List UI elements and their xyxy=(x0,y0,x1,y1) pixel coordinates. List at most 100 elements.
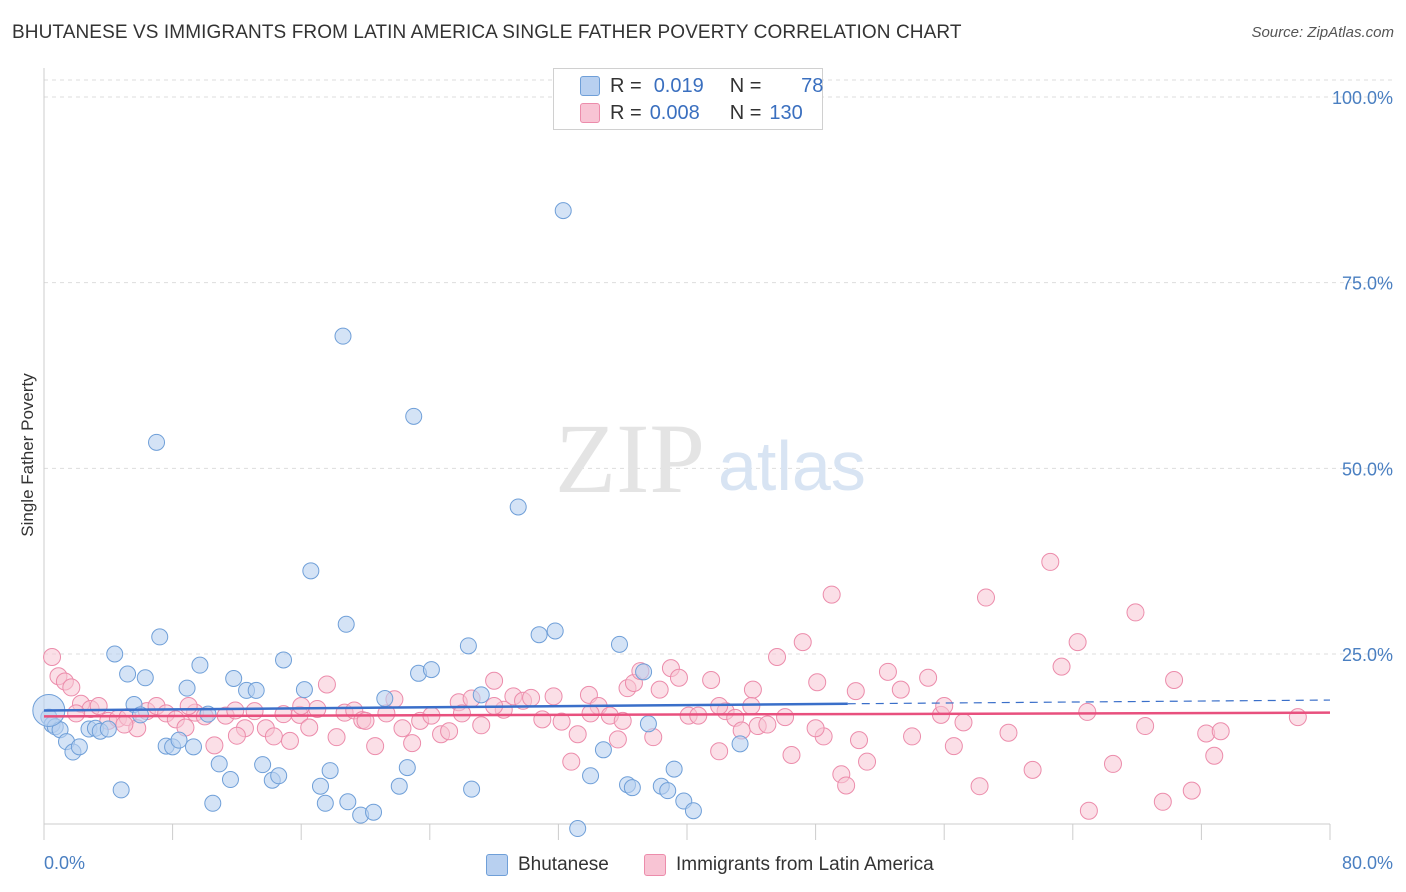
data-point-bhutanese xyxy=(365,803,383,821)
tick-labels: 25.0% 50.0% 75.0% 100.0% 0.0% 80.0% xyxy=(44,88,1393,873)
data-point-latin-america xyxy=(264,727,283,746)
watermark: ZIP atlas xyxy=(555,403,866,514)
legend-swatch-blue xyxy=(580,76,600,96)
data-point-latin-america xyxy=(768,647,787,666)
data-point-bhutanese xyxy=(569,820,587,838)
data-point-latin-america xyxy=(743,680,762,699)
data-point-latin-america xyxy=(954,713,973,732)
bottom-legend-label: Bhutanese xyxy=(518,854,609,875)
data-point-bhutanese xyxy=(472,686,490,704)
data-point-bhutanese xyxy=(275,651,293,669)
bottom-legend-bhutanese: Bhutanese xyxy=(486,852,609,878)
data-point-bhutanese xyxy=(295,681,313,699)
data-point-latin-america xyxy=(793,633,812,652)
data-point-latin-america xyxy=(935,696,954,715)
data-point-bhutanese xyxy=(178,679,196,697)
data-point-latin-america xyxy=(227,726,246,745)
legend-r-label: R = xyxy=(610,74,642,97)
data-point-bhutanese xyxy=(311,777,329,795)
data-point-latin-america xyxy=(808,673,827,692)
data-point-bhutanese xyxy=(390,777,408,795)
bottom-legend-label: Immigrants from Latin America xyxy=(676,854,934,875)
trend-line-bhutanese-extension xyxy=(847,699,1331,705)
data-point-bhutanese xyxy=(334,327,352,345)
data-point-bhutanese xyxy=(635,663,653,681)
data-point-bhutanese xyxy=(731,735,749,753)
data-point-latin-america xyxy=(472,716,491,735)
data-point-bhutanese xyxy=(225,670,243,688)
data-point-bhutanese xyxy=(247,681,265,699)
data-point-latin-america xyxy=(1079,801,1098,820)
data-point-bhutanese xyxy=(136,669,154,687)
data-point-bhutanese xyxy=(204,794,222,812)
data-point-latin-america xyxy=(846,682,865,701)
data-point-bhutanese xyxy=(321,762,339,780)
data-point-latin-america xyxy=(522,688,541,707)
data-point-latin-america xyxy=(837,776,856,795)
data-point-latin-america xyxy=(1023,760,1042,779)
data-point-latin-america xyxy=(858,752,877,771)
data-point-latin-america xyxy=(1136,717,1155,736)
data-point-latin-america xyxy=(300,718,319,737)
data-point-bhutanese xyxy=(405,407,423,425)
y-tick-label: 100.0% xyxy=(1332,88,1393,108)
y-tick-label: 50.0% xyxy=(1342,459,1393,479)
data-point-latin-america xyxy=(393,719,412,738)
legend-swatch-pink xyxy=(580,103,600,123)
data-point-latin-america xyxy=(205,736,224,755)
data-point-bhutanese xyxy=(316,794,334,812)
data-point-bhutanese xyxy=(339,793,357,811)
data-point-bhutanese xyxy=(170,731,188,749)
data-point-latin-america xyxy=(806,719,825,738)
data-point-latin-america xyxy=(669,668,688,687)
data-point-latin-america xyxy=(562,752,581,771)
data-point-latin-america xyxy=(115,715,134,734)
data-point-latin-america xyxy=(1182,781,1201,800)
data-point-bhutanese xyxy=(99,720,117,738)
data-point-latin-america xyxy=(999,723,1018,742)
data-point-bhutanese xyxy=(148,433,166,451)
legend-r-value: 0.008 xyxy=(649,101,700,124)
data-point-latin-america xyxy=(613,711,632,730)
data-point-bhutanese xyxy=(610,635,628,653)
data-point-latin-america xyxy=(650,680,669,699)
data-point-latin-america xyxy=(782,746,801,765)
data-point-bhutanese xyxy=(530,626,548,644)
watermark-zip: ZIP xyxy=(555,403,705,514)
data-point-latin-america xyxy=(1078,702,1097,721)
stats-legend: R = 0.019 N = 78 R = 0.008 N = 130 xyxy=(553,68,823,130)
trend-lines xyxy=(43,699,1331,718)
data-point-latin-america xyxy=(919,668,938,687)
data-point-bhutanese xyxy=(665,760,683,778)
data-point-bhutanese xyxy=(684,802,702,820)
data-point-bhutanese xyxy=(337,615,355,633)
bottom-legend-latin-america: Immigrants from Latin America xyxy=(644,852,934,878)
legend-r-label: R = xyxy=(610,101,642,124)
data-point-bhutanese xyxy=(270,767,288,785)
x-tick-label: 0.0% xyxy=(44,853,85,873)
data-point-latin-america xyxy=(903,727,922,746)
legend-r-value: 0.019 xyxy=(653,74,704,97)
legend-n-label: N = xyxy=(729,101,762,124)
data-point-bhutanese xyxy=(302,562,320,580)
data-point-latin-america xyxy=(742,696,761,715)
data-point-latin-america xyxy=(1288,708,1307,727)
data-point-latin-america xyxy=(608,730,627,749)
data-point-latin-america xyxy=(89,696,108,715)
legend-row-latin-america: R = 0.008 N = 130 xyxy=(580,100,809,126)
data-point-latin-america xyxy=(970,777,989,796)
legend-n-value: 78 xyxy=(801,74,824,97)
data-point-latin-america xyxy=(245,702,264,721)
data-point-bhutanese xyxy=(112,781,130,799)
data-point-bhutanese xyxy=(554,202,572,220)
data-point-latin-america xyxy=(1205,746,1224,765)
data-point-latin-america xyxy=(891,680,910,699)
data-point-bhutanese xyxy=(422,661,440,679)
data-point-latin-america xyxy=(1103,754,1122,773)
data-point-latin-america xyxy=(976,588,995,607)
data-point-latin-america xyxy=(710,742,729,761)
data-point-latin-america xyxy=(366,737,385,756)
data-point-bhutanese xyxy=(509,498,527,516)
data-point-latin-america xyxy=(1211,722,1230,741)
